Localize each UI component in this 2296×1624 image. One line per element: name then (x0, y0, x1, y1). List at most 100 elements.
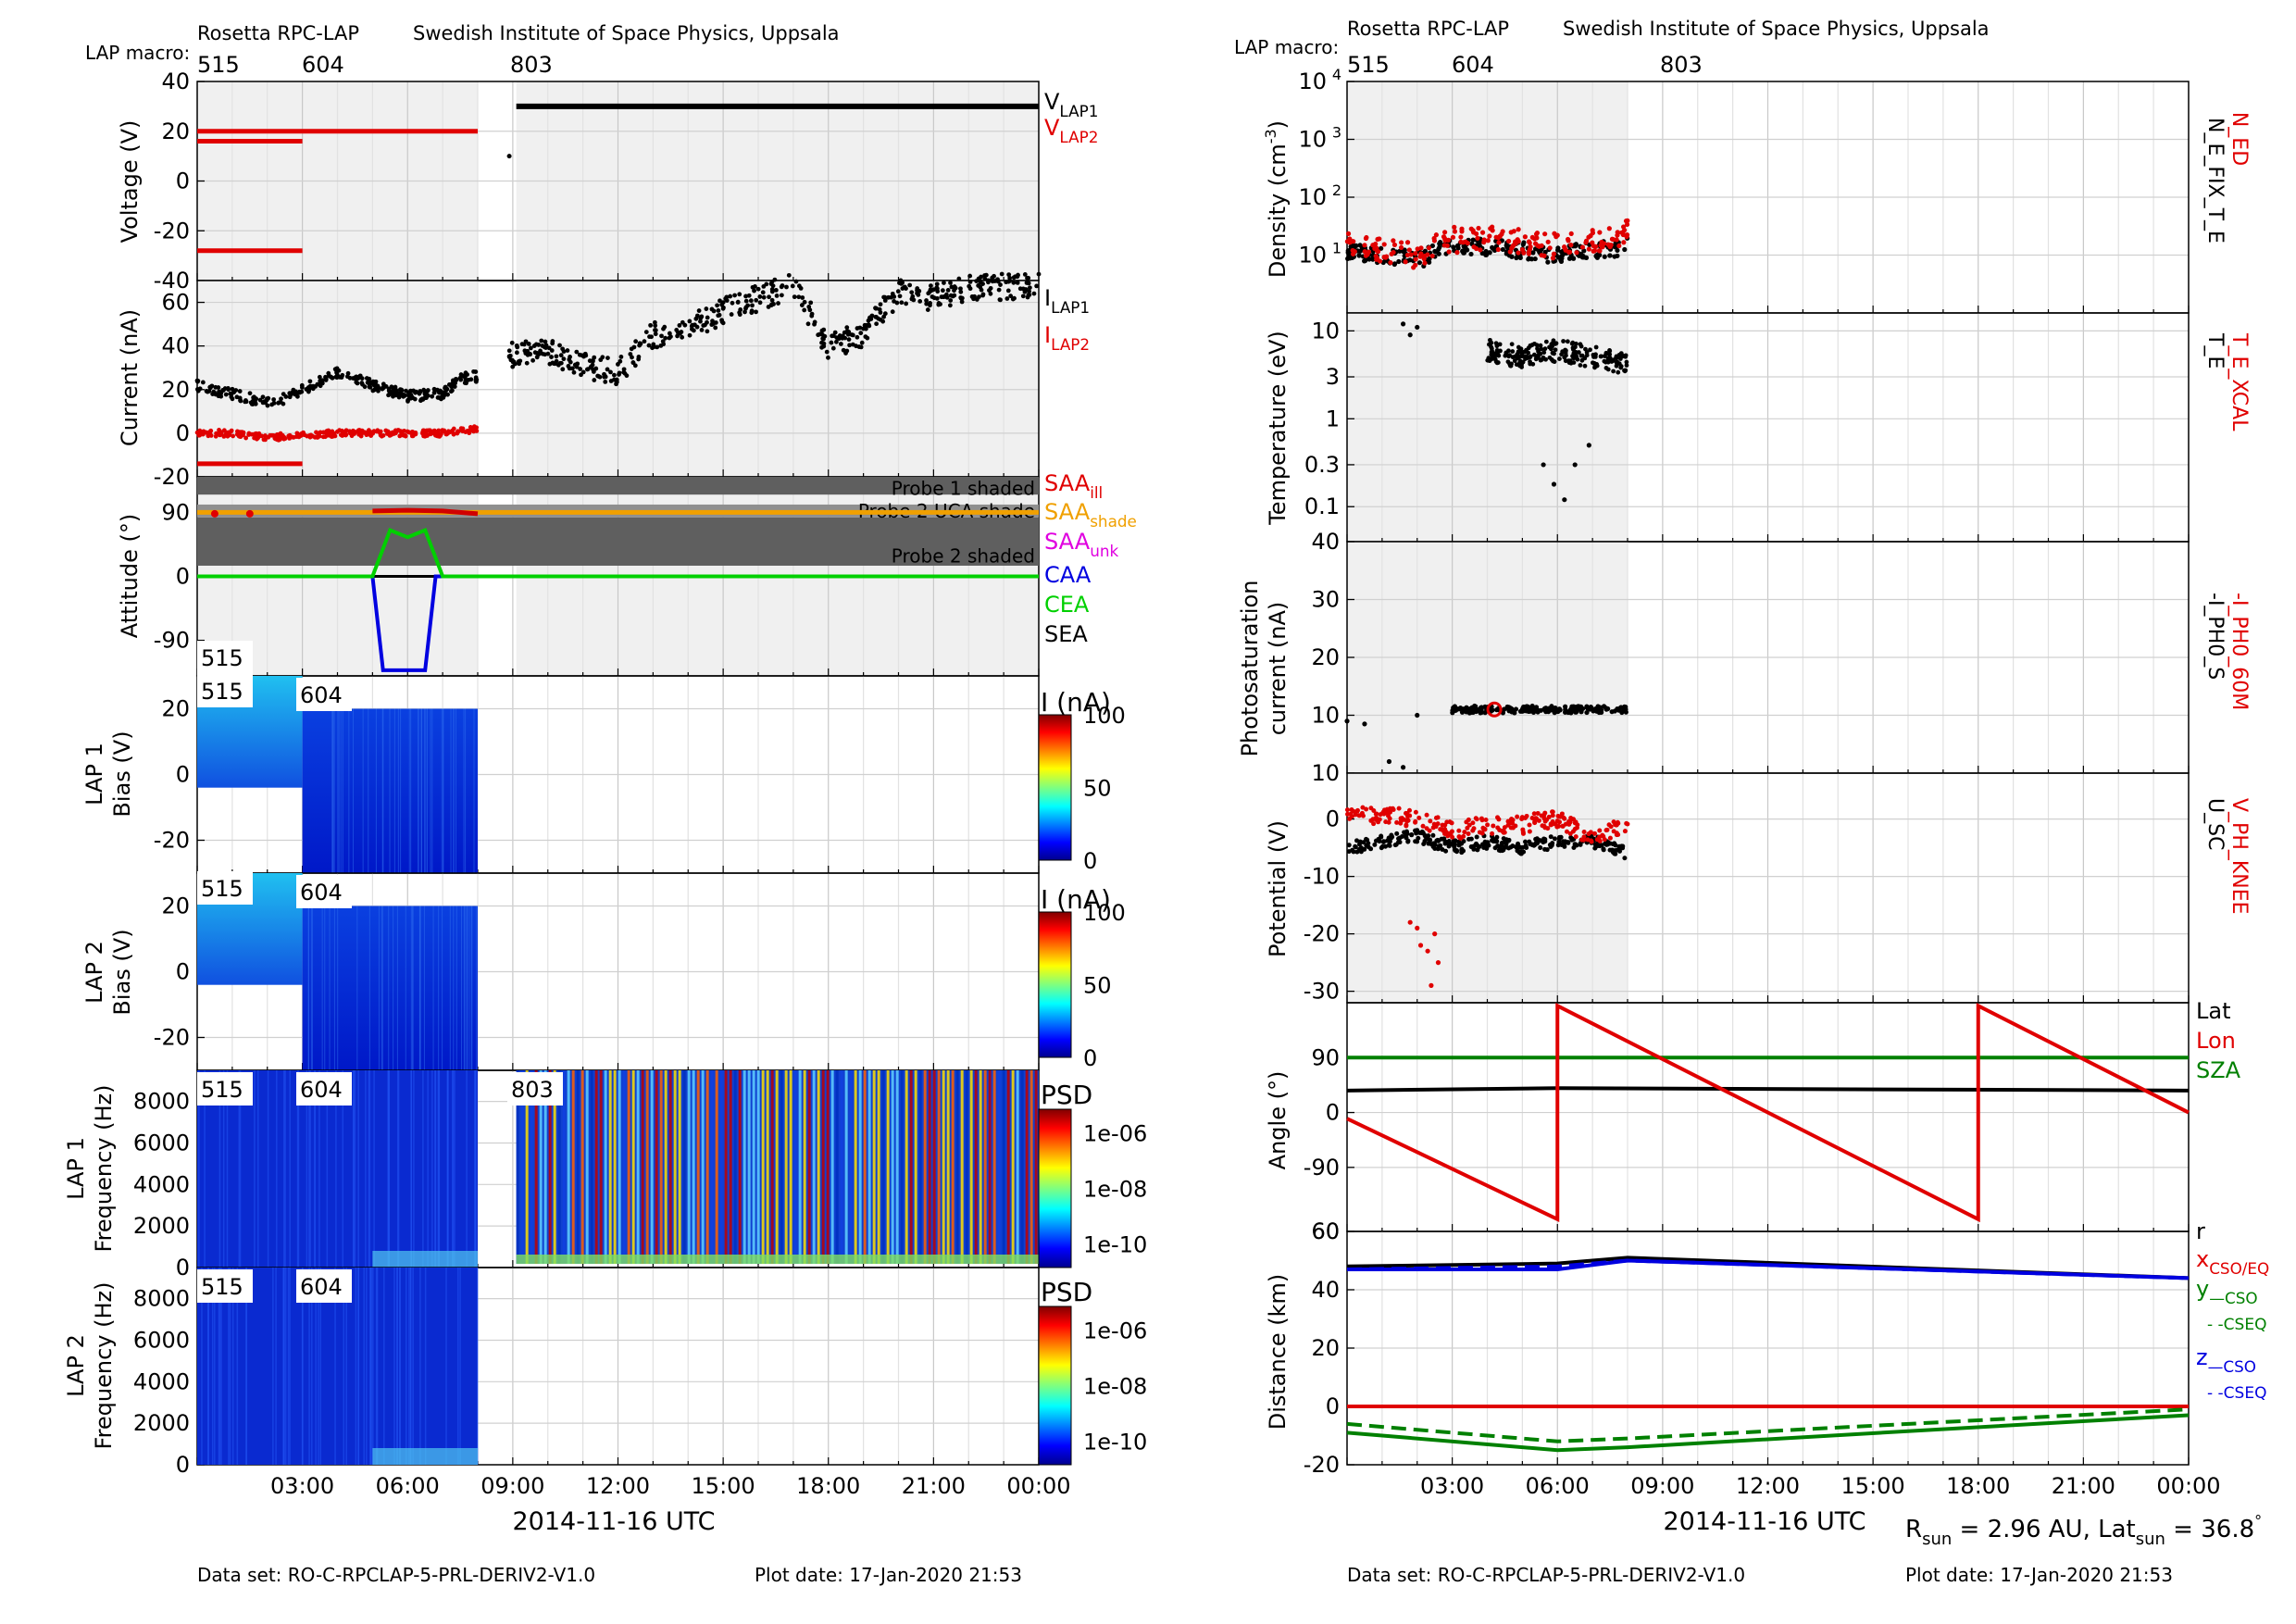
i-lap1-point (653, 331, 658, 337)
i-lap2-point (316, 433, 321, 439)
ned-point (1574, 250, 1579, 256)
y-tick-label: 20 (1311, 1335, 1340, 1361)
i-lap1-point (567, 366, 572, 371)
i-lap1-point (418, 398, 423, 404)
y-tick-label: 4000 (133, 1171, 190, 1197)
vph-knee-point (1368, 818, 1374, 823)
ned-point (1493, 234, 1499, 240)
psd-stripe (553, 1070, 556, 1264)
psd-stripe (729, 1070, 732, 1264)
te-point (1591, 355, 1596, 359)
i-lap2-point (278, 431, 283, 436)
usc-point (1390, 834, 1395, 840)
usc-point (1456, 839, 1462, 844)
vph-knee-point (1374, 815, 1379, 820)
i-lap1-point (821, 336, 826, 342)
ne-fix-point (1357, 243, 1363, 248)
i-lap1-point (730, 300, 735, 306)
psd-stripe (895, 1070, 899, 1264)
iph0-point (1536, 707, 1541, 714)
i-lap1-point (557, 343, 562, 348)
iph0-point (1526, 707, 1532, 714)
i-lap1-point (909, 290, 915, 295)
i-lap1-point (605, 356, 610, 361)
ned-point (1554, 232, 1560, 238)
usc-point (1365, 837, 1370, 843)
psd-stripe (807, 1070, 811, 1264)
i-lap2-point (268, 432, 273, 438)
i-lap1-point (525, 348, 530, 354)
usc-point (1556, 834, 1562, 840)
psd-stripe (520, 1070, 524, 1264)
i-lap1-point (237, 389, 243, 394)
x-tick-label: 15:00 (1841, 1473, 1905, 1499)
i-lap1-point (250, 399, 256, 405)
i-lap1-point (929, 283, 933, 289)
i-lap2-point (460, 429, 466, 434)
i-lap1-point (705, 315, 710, 320)
y-tick-label: 0 (176, 564, 190, 590)
i-lap2-point (388, 431, 393, 436)
colorbar-tick: 0 (1083, 1045, 1097, 1071)
i-lap2-point (286, 433, 292, 439)
ne-fix-point (1356, 253, 1362, 258)
i-lap1-point (830, 333, 835, 339)
i-lap2-point (231, 433, 236, 439)
ned-point (1363, 235, 1369, 242)
te-point (1623, 368, 1628, 373)
i-lap1-point (605, 367, 610, 372)
left-x-tick-labels: 03:00 06:00 09:00 12:00 15:00 18:00 21:00 00:00 (270, 1473, 1071, 1499)
ned-point (1591, 248, 1596, 254)
right-x-tick-labels: 03:00 06:00 09:00 12:00 15:00 18:00 21:00 00:00 (1420, 1473, 2221, 1499)
vph-knee-point (1529, 815, 1535, 820)
right-temperature-ylabel: Temperature (eV) (1265, 331, 1291, 526)
vph-knee-point (1479, 818, 1485, 823)
usc-point (1563, 840, 1568, 845)
i-lap1-point (206, 389, 212, 394)
ned-point (1413, 251, 1418, 256)
i-lap1-point (516, 359, 521, 364)
y-cseq-line (1346, 1407, 2190, 1443)
i-lap1-point (549, 348, 555, 353)
i-lap1-point (647, 334, 652, 340)
psd-stripe (696, 1070, 700, 1264)
te-point (1495, 350, 1501, 356)
i-lap1-point (355, 376, 360, 381)
i-lap2-point (263, 433, 268, 438)
i-lap1-point (947, 303, 953, 308)
i-lap1-point (306, 388, 312, 394)
vph-knee-point (1519, 817, 1525, 822)
iph0-point (1597, 706, 1603, 712)
te-point (1606, 356, 1612, 362)
vph-knee-point (1496, 817, 1502, 822)
i-lap1-point (326, 370, 331, 376)
vph-knee-point (1473, 816, 1479, 821)
iph0-point (1466, 706, 1472, 712)
te-point (1503, 353, 1508, 358)
vph-knee-point (1429, 982, 1434, 988)
vph-knee-point (1470, 828, 1476, 833)
ned-point (1522, 234, 1528, 240)
i-lap1-point (743, 294, 748, 299)
iph0-point (1482, 710, 1488, 716)
i-lap2-point (381, 432, 386, 438)
i-lap1-point (967, 273, 973, 279)
usc-point (1574, 843, 1579, 848)
ned-point (1422, 260, 1428, 266)
right-angle-ylabel: Angle (°) (1265, 1071, 1291, 1170)
i-lap1-point (687, 319, 693, 324)
psd-stripe (942, 1070, 945, 1264)
i-lap1-point (354, 380, 359, 385)
i-lap1-point (719, 319, 725, 324)
psd-stripe (580, 1070, 584, 1264)
i-lap1-point (748, 298, 754, 304)
iph0-point (1386, 758, 1392, 765)
y-cso-line (1346, 1413, 2190, 1453)
ned-point (1566, 249, 1573, 255)
i-lap1-point (614, 377, 619, 382)
te-point (1578, 363, 1583, 368)
psd-stripe (928, 1070, 931, 1264)
y-tick-label: -90 (1304, 1155, 1340, 1181)
vph-knee-point (1560, 823, 1566, 829)
y-tick-label: -20 (1304, 921, 1340, 947)
